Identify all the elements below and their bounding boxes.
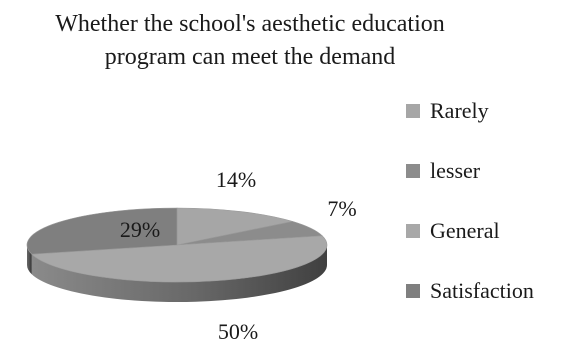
- chart-title-line-2: program can meet the demand: [104, 44, 396, 70]
- pie-side-walls: [27, 245, 328, 303]
- legend-item-general: General: [406, 216, 534, 246]
- pie-side-satisfaction: [27, 245, 32, 275]
- legend-swatch: [406, 104, 420, 118]
- legend-item-rarely: Rarely: [406, 96, 534, 126]
- legend-swatch: [406, 224, 420, 238]
- chart-title: Whether the school's aesthetic education…: [0, 8, 500, 74]
- chart-title-line-1: Whether the school's aesthetic education: [55, 11, 445, 37]
- legend-item-satisfaction: Satisfaction: [406, 276, 534, 306]
- legend-label: Rarely: [430, 98, 489, 123]
- legend: Rarely lesser General Satisfaction: [406, 96, 534, 336]
- pie-slice-general: [31, 235, 328, 283]
- data-label-general: 50%: [218, 319, 258, 344]
- legend-swatch: [406, 164, 420, 178]
- legend-swatch: [406, 284, 420, 298]
- pie-slice-rarely: [176, 207, 293, 246]
- data-label-satisfaction: 29%: [120, 217, 160, 242]
- data-label-rarely: 14%: [216, 167, 256, 192]
- legend-label: General: [430, 218, 500, 243]
- legend-item-lesser: lesser: [406, 156, 534, 186]
- legend-label: Satisfaction: [430, 278, 534, 303]
- legend-label: lesser: [430, 158, 481, 183]
- pie-top-faces: [26, 207, 328, 283]
- data-label-lesser: 7%: [327, 196, 356, 221]
- pie-side-general: [31, 245, 328, 303]
- pie-slice-satisfaction: [26, 207, 178, 255]
